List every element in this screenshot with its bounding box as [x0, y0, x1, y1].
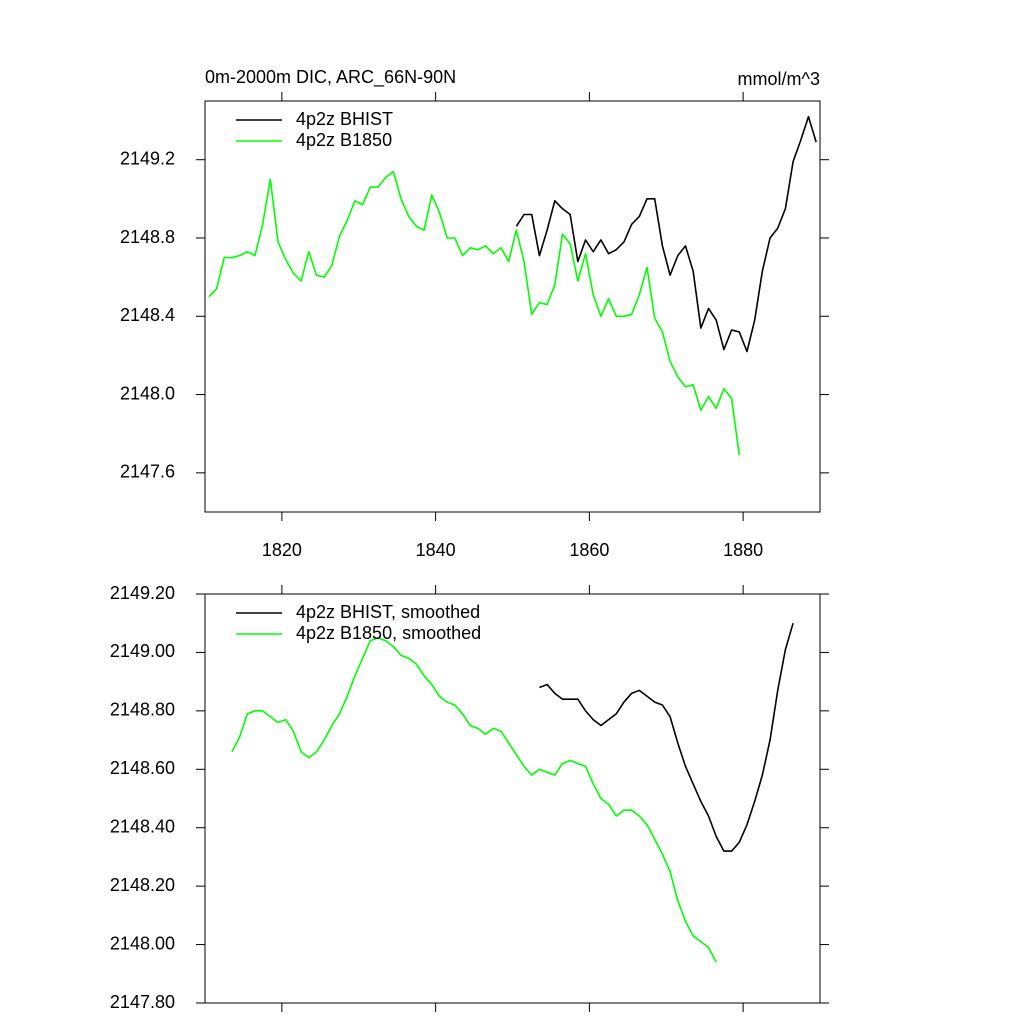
y-tick-label: 2148.4 [120, 305, 175, 325]
chart-title: 0m-2000m DIC, ARC_66N-90N [205, 67, 456, 88]
plot-frame [204, 100, 821, 513]
y-tick-label: 2148.00 [110, 933, 175, 953]
data-line [231, 637, 717, 963]
y-tick-label: 2148.20 [110, 875, 175, 895]
y-tick-label: 2148.0 [120, 383, 175, 403]
y-tick-label: 2148.8 [120, 227, 175, 247]
x-tick-label: 1820 [262, 540, 302, 560]
legend-label: 4p2z BHIST, smoothed [296, 602, 480, 622]
y-tick-label: 2149.20 [110, 583, 175, 603]
data-line [208, 170, 741, 456]
plot-frame [204, 593, 821, 1004]
units-label: mmol/m^3 [738, 69, 820, 89]
legend-label: 4p2z BHIST [296, 109, 393, 129]
x-tick-label: 1880 [723, 540, 763, 560]
data-line [539, 622, 794, 852]
data-line [515, 115, 817, 353]
legend-label: 4p2z B1850, smoothed [296, 623, 481, 643]
y-tick-label: 2147.80 [110, 992, 175, 1012]
y-tick-label: 2148.60 [110, 758, 175, 778]
y-tick-label: 2147.6 [120, 462, 175, 482]
y-tick-label: 2148.40 [110, 816, 175, 836]
y-tick-label: 2149.2 [120, 148, 175, 168]
y-tick-label: 2148.80 [110, 700, 175, 720]
x-tick-label: 1840 [416, 540, 456, 560]
legend-label: 4p2z B1850 [296, 130, 392, 150]
y-tick-label: 2149.00 [110, 641, 175, 661]
x-tick-label: 1860 [569, 540, 609, 560]
